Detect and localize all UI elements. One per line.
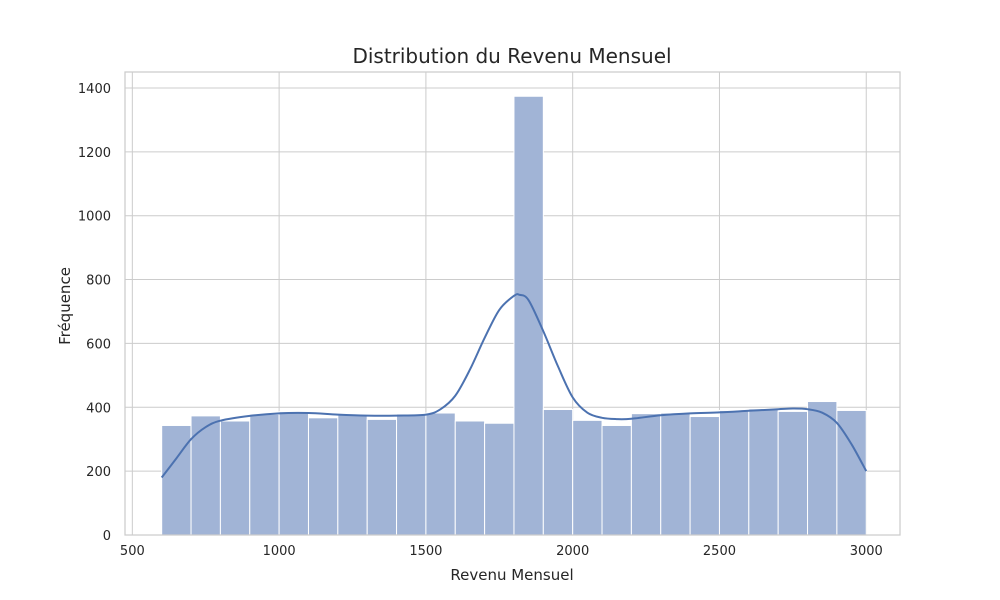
- histogram-bar: [249, 413, 280, 536]
- histogram-bar: [219, 420, 251, 536]
- y-tick-labels: 0 200 400 600 800 1000 1200 1400: [78, 82, 111, 544]
- histogram-bar: [630, 413, 662, 536]
- x-tick-label: 3000: [850, 544, 883, 559]
- histogram-bar: [836, 409, 867, 536]
- y-tick-label: 0: [103, 529, 111, 544]
- histogram-bar: [307, 417, 339, 536]
- histogram-bar: [660, 412, 691, 536]
- histogram-bar: [748, 408, 779, 536]
- histogram-bar: [161, 424, 192, 536]
- x-tick-label: 1500: [409, 544, 442, 559]
- kde-curve: [160, 293, 868, 479]
- x-tick-labels: 500 1000 1500 2000 2500 3000: [120, 544, 883, 559]
- x-tick-label: 500: [120, 544, 145, 559]
- y-tick-label: 800: [86, 274, 111, 289]
- histogram-bar: [601, 424, 632, 536]
- y-tick-label: 400: [86, 401, 111, 416]
- x-tick-label: 2500: [703, 544, 736, 559]
- histogram-bar: [366, 418, 398, 536]
- chart-title: Distribution du Revenu Mensuel: [352, 44, 671, 68]
- plot-area: [124, 71, 901, 536]
- x-tick-label: 2000: [556, 544, 589, 559]
- histogram-bar: [513, 95, 544, 536]
- x-axis-label: Revenu Mensuel: [450, 566, 573, 584]
- histogram-bar: [572, 419, 603, 536]
- histogram-bar: [278, 411, 309, 536]
- histogram-bar: [337, 414, 368, 536]
- y-axis-label: Fréquence: [56, 267, 74, 345]
- plot-frame: [124, 71, 901, 536]
- histogram-bar: [689, 416, 720, 536]
- y-tick-label: 1400: [78, 82, 111, 97]
- histogram-bar: [718, 409, 750, 536]
- histogram-bar: [807, 401, 838, 536]
- y-tick-label: 200: [86, 465, 111, 480]
- histogram-bar: [542, 409, 574, 536]
- histogram-bar: [396, 413, 427, 536]
- y-tick-label: 1000: [78, 210, 111, 225]
- histogram-bars: [161, 95, 867, 536]
- x-tick-label: 1000: [263, 544, 296, 559]
- y-tick-label: 1200: [78, 146, 111, 161]
- histogram-bar: [777, 410, 809, 536]
- y-tick-label: 600: [86, 337, 111, 352]
- histogram-bar: [425, 412, 456, 536]
- histogram-bar: [484, 422, 515, 536]
- histogram-bar: [454, 420, 486, 536]
